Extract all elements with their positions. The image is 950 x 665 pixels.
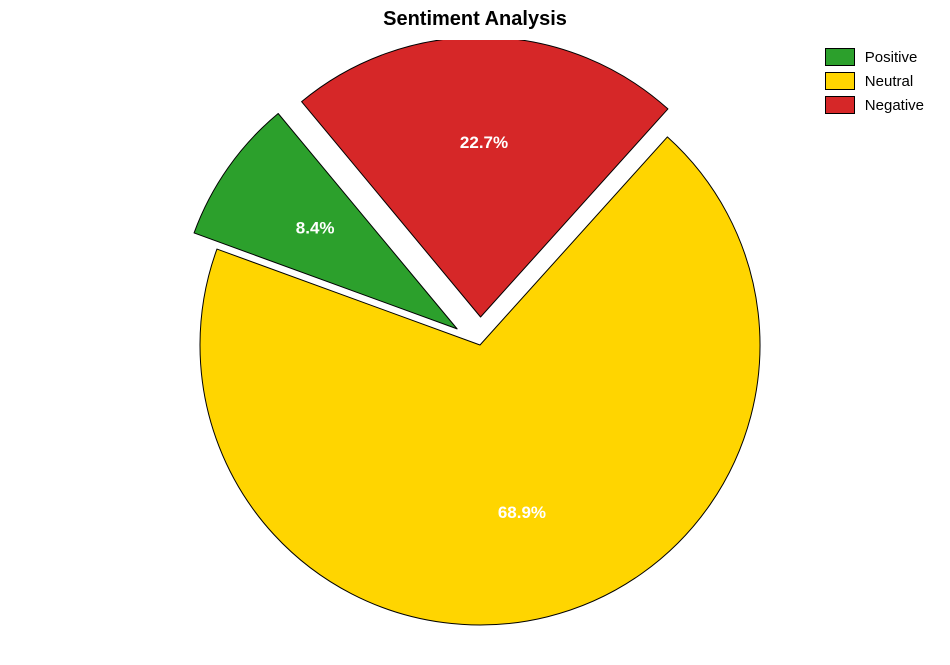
slice-label-neutral: 68.9% (498, 503, 546, 522)
slice-label-positive: 8.4% (296, 218, 335, 237)
legend-item-neutral: Neutral (825, 72, 924, 90)
legend-label-negative: Negative (865, 97, 924, 114)
legend-label-neutral: Neutral (865, 73, 913, 90)
slice-label-negative: 22.7% (460, 133, 508, 152)
legend-item-positive: Positive (825, 48, 924, 66)
legend-swatch-positive (825, 48, 855, 66)
chart-container: Sentiment Analysis 68.9% 8.4% 22.7% Positi… (0, 0, 950, 662)
legend-swatch-neutral (825, 72, 855, 90)
pie-area: 68.9% 8.4% 22.7% (0, 40, 950, 660)
legend-item-negative: Negative (825, 96, 924, 114)
legend-swatch-negative (825, 96, 855, 114)
legend: Positive Neutral Negative (825, 48, 924, 120)
legend-label-positive: Positive (865, 49, 918, 66)
chart-title: Sentiment Analysis (0, 8, 950, 31)
pie-svg: 68.9% 8.4% 22.7% (0, 40, 950, 660)
